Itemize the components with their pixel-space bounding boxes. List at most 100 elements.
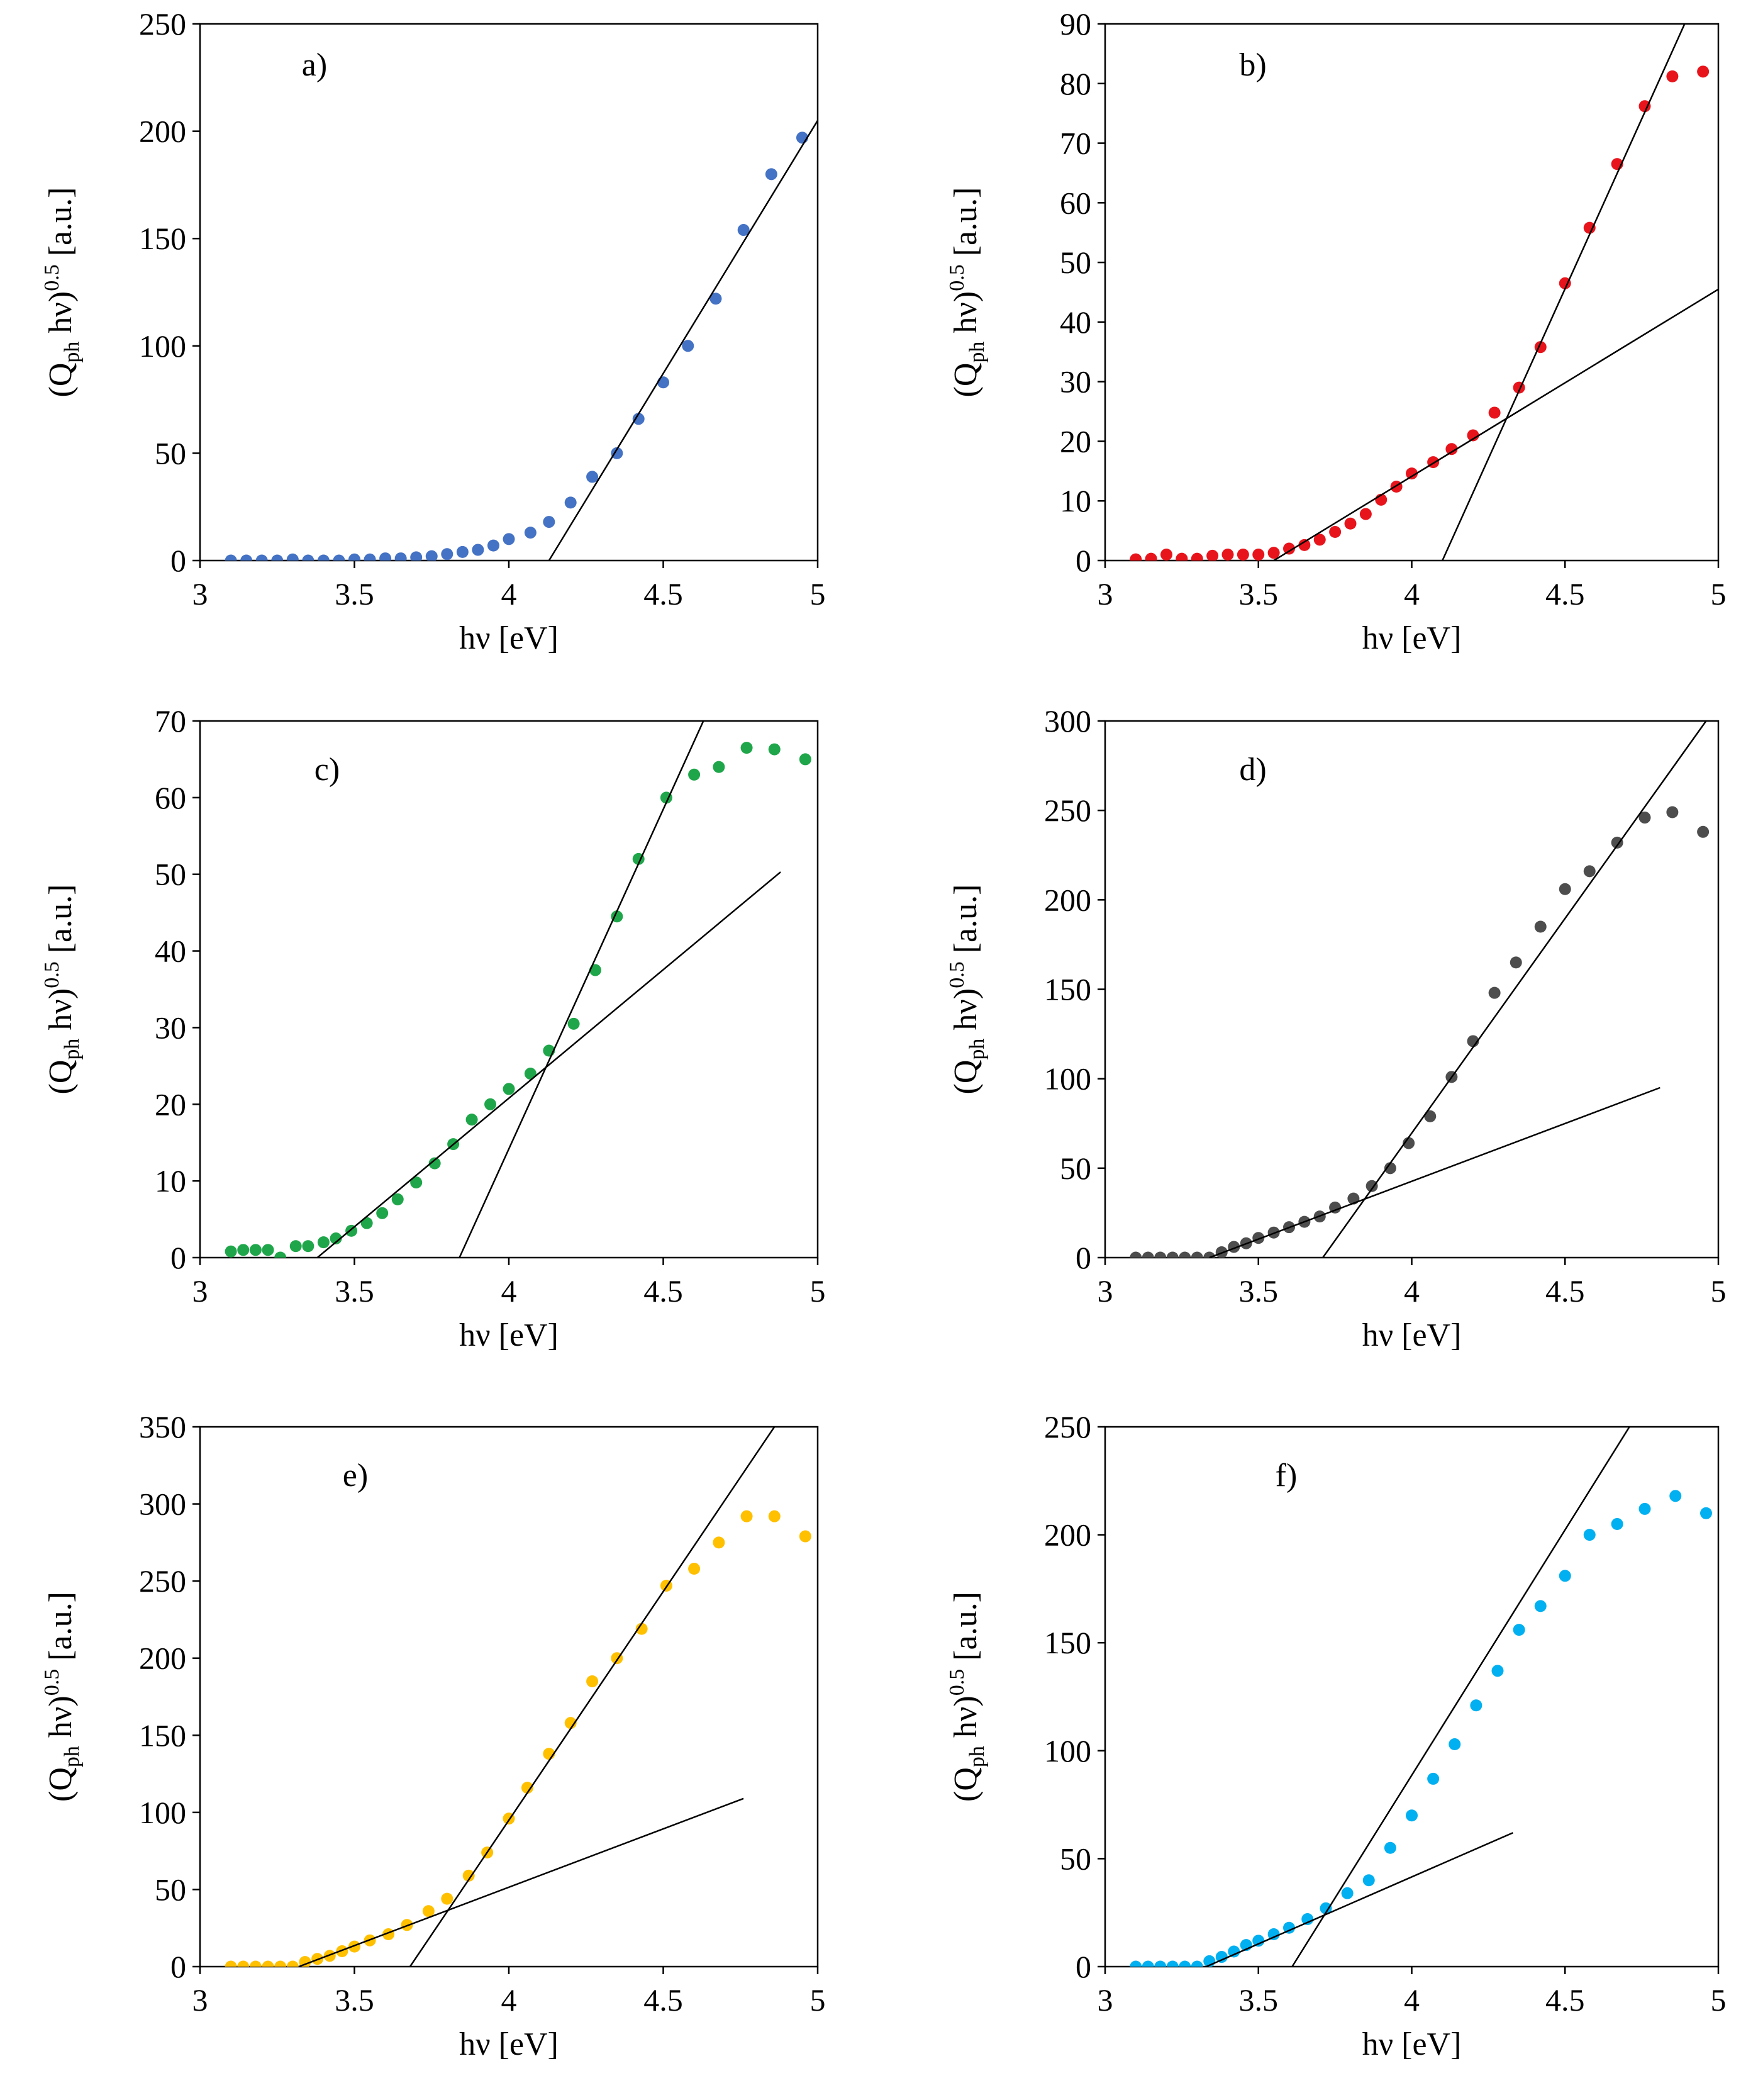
x-tick-label: 5 <box>810 1273 826 1309</box>
y-tick-label: 50 <box>155 1872 186 1907</box>
x-tick-label: 4.5 <box>1545 576 1585 612</box>
y-tick-label: 350 <box>139 1409 186 1444</box>
y-tick-label: 0 <box>1076 1240 1091 1275</box>
data-point <box>740 742 753 754</box>
data-point <box>713 761 725 773</box>
data-point <box>1510 956 1522 969</box>
data-point <box>1583 221 1596 234</box>
data-point <box>487 539 499 552</box>
chart-panel-d: 0 50 100 150 200 250 300 3 3.5 4 4.5 5 hν [eV] (Qph h… <box>945 703 1727 1353</box>
data-point <box>237 1960 250 1967</box>
data-point <box>1669 1490 1682 1502</box>
chart-panel-c: 0 10 20 30 40 50 60 70 3 3.5 4 4.5 5 hν [eV] (Qph hν)0… <box>40 703 826 1353</box>
data-point <box>1470 1699 1482 1712</box>
y-axis-label: (Qph hν)0.5 [a.u.] <box>945 1592 989 1802</box>
x-axis-label: hν [eV] <box>459 620 559 656</box>
x-tick-label: 4 <box>1404 1982 1420 2018</box>
data-point <box>1298 539 1311 551</box>
data-point <box>289 1240 302 1253</box>
data-point <box>1467 429 1479 442</box>
chart-panel-f: 0 50 100 150 200 250 3 3.5 4 4.5 5 hν [eV] (Qph hν)0… <box>945 1409 1727 2062</box>
data-point <box>1160 549 1172 561</box>
y-tick-label: 0 <box>1076 1949 1091 1984</box>
y-tick-label: 250 <box>139 1563 186 1599</box>
data-point <box>225 1960 237 1967</box>
data-point <box>1638 100 1651 113</box>
y-tick-label: 40 <box>155 934 186 969</box>
y-tick-label: 80 <box>1060 66 1091 101</box>
x-tick-label: 3.5 <box>1239 1273 1279 1309</box>
fit-lines <box>1209 721 1707 1258</box>
fit-lines <box>298 1427 776 1967</box>
data-point <box>441 1892 453 1905</box>
fit-lines <box>1273 24 1718 561</box>
y-tick-label: 90 <box>1060 6 1091 42</box>
data-point <box>1384 1841 1396 1854</box>
x-tick-label: 4 <box>501 1982 517 2018</box>
data-point <box>688 768 701 781</box>
data-point <box>1449 1738 1461 1751</box>
data-point <box>1406 467 1418 480</box>
y-tick-label: 150 <box>1044 972 1091 1007</box>
x-axis-label: hν [eV] <box>1362 2026 1462 2062</box>
data-point <box>302 1240 314 1253</box>
data-point <box>564 1717 577 1729</box>
data-point <box>1424 1110 1437 1122</box>
y-tick-label: 10 <box>1060 483 1091 518</box>
data-point <box>1406 1809 1418 1822</box>
data-point <box>1252 549 1265 561</box>
data-point <box>1130 553 1142 561</box>
x-axis-label: hν [eV] <box>459 2026 559 2062</box>
data-series <box>225 742 811 1258</box>
data-point <box>333 554 345 561</box>
x-tick-label: 4.5 <box>643 576 683 612</box>
data-point <box>302 554 314 561</box>
data-point <box>1191 1251 1203 1258</box>
y-tick-label: 30 <box>1060 364 1091 399</box>
data-point <box>1301 1913 1314 1925</box>
y-tick-label: 0 <box>170 1240 186 1275</box>
data-point <box>521 1782 533 1794</box>
data-point <box>348 1940 360 1953</box>
x-tick-label: 3.5 <box>335 1273 374 1309</box>
data-point <box>425 550 438 561</box>
data-point <box>682 340 694 352</box>
y-tick-label: 250 <box>139 6 186 42</box>
plot-frame <box>1104 720 1720 1259</box>
y-axis-label: (Qph hν)0.5 [a.u.] <box>945 187 989 398</box>
data-point <box>255 554 268 561</box>
data-point <box>503 1083 515 1095</box>
data-point <box>1488 986 1501 999</box>
plot-frame <box>199 1426 819 1968</box>
fit-line <box>298 1797 744 1967</box>
y-tick-label: 70 <box>1060 126 1091 161</box>
data-point <box>348 553 360 561</box>
y-tick-label: 150 <box>139 1717 186 1753</box>
data-point <box>765 168 777 181</box>
data-point <box>524 1068 537 1080</box>
chart-panel-e: 0 50 100 150 200 250 300 350 3 3.5 4 4.5 5 hν [eV] (Qp… <box>40 1409 826 2062</box>
panel-label: e) <box>343 1458 368 1494</box>
data-point <box>317 1236 330 1249</box>
data-point <box>1488 406 1501 419</box>
data-point <box>1191 1960 1203 1967</box>
x-tick-label: 3 <box>192 576 208 612</box>
data-point <box>376 1207 389 1219</box>
y-tick-label: 60 <box>155 780 186 815</box>
data-point <box>391 1193 404 1205</box>
data-point <box>1534 920 1547 933</box>
y-tick-label: 10 <box>155 1163 186 1198</box>
y-tick-label: 250 <box>1044 793 1091 828</box>
data-point <box>713 1536 725 1549</box>
x-axis-label: hν [eV] <box>459 1317 559 1353</box>
y-tick-label: 60 <box>1060 185 1091 220</box>
data-point <box>1359 508 1372 520</box>
data-point <box>1513 1624 1525 1636</box>
data-point <box>1362 1874 1375 1887</box>
x-tick-label: 4 <box>501 1273 517 1309</box>
x-tick-label: 4 <box>1404 576 1420 612</box>
data-point <box>1329 526 1342 539</box>
plot-frame <box>199 23 819 562</box>
y-tick-label: 0 <box>170 1949 186 1984</box>
